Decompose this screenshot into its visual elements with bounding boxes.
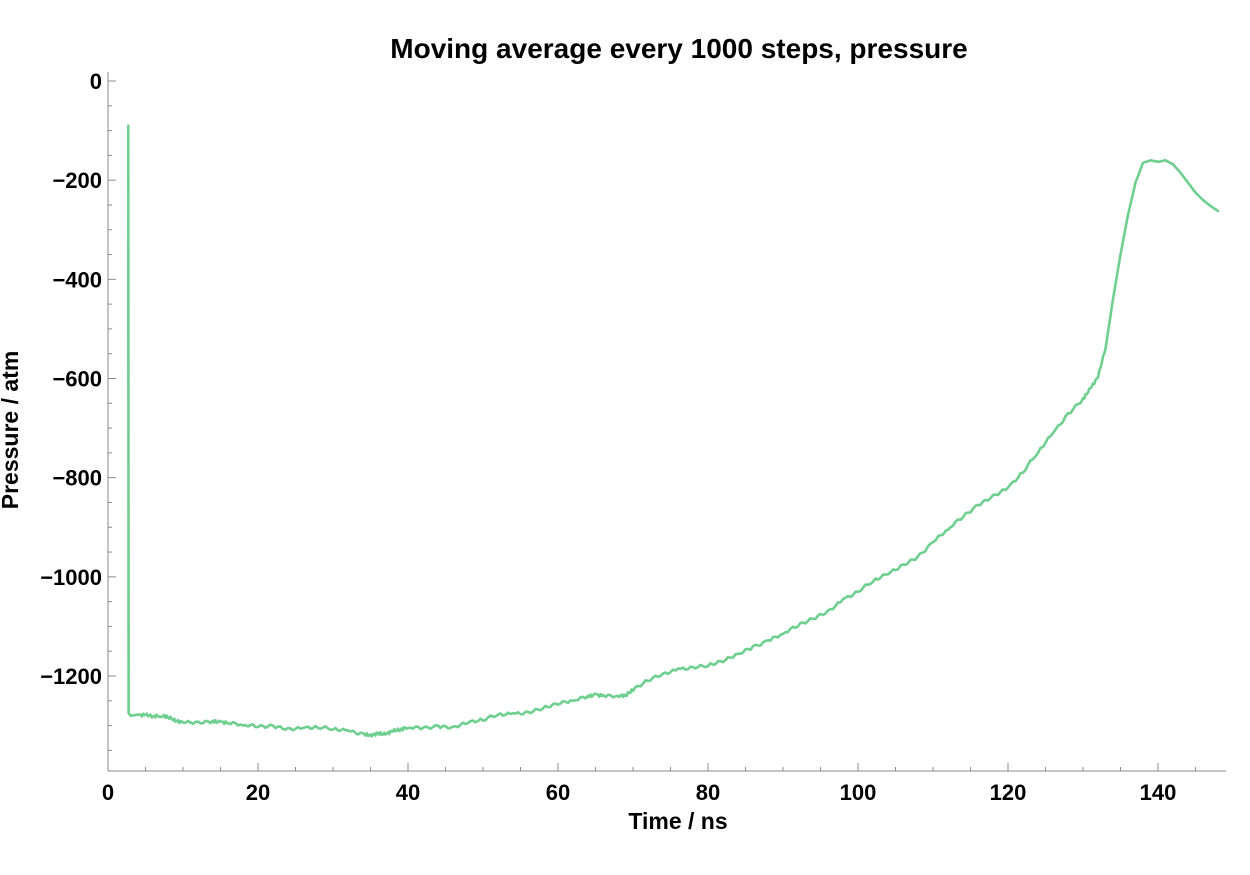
x-tick-label: 120 bbox=[990, 780, 1027, 805]
y-tick-label: −200 bbox=[52, 168, 102, 193]
y-tick-label: −600 bbox=[52, 367, 102, 392]
x-tick-label: 60 bbox=[546, 780, 570, 805]
y-tick-label: −800 bbox=[52, 466, 102, 491]
y-tick-label: −1000 bbox=[40, 565, 102, 590]
x-tick-label: 40 bbox=[396, 780, 420, 805]
y-axis-label: Pressure / atm bbox=[0, 351, 23, 510]
y-tick-label: −400 bbox=[52, 267, 102, 292]
chart-title: Moving average every 1000 steps, pressur… bbox=[390, 33, 967, 64]
series-layer bbox=[126, 124, 1220, 738]
y-tick-label: 0 bbox=[90, 69, 102, 94]
x-tick-label: 100 bbox=[840, 780, 877, 805]
x-tick-label: 0 bbox=[102, 780, 114, 805]
x-axis-label: Time / ns bbox=[628, 808, 727, 834]
x-tick-label: 140 bbox=[1140, 780, 1177, 805]
x-tick-label: 80 bbox=[696, 780, 720, 805]
x-axis-ticks: 0 20 40 60 80 100 120 140 bbox=[102, 763, 1196, 805]
pressure-series-line bbox=[126, 124, 1220, 738]
y-axis-ticks: 0 −200 −400 −600 −800 −1000 −1200 bbox=[40, 69, 116, 751]
y-tick-label: −1200 bbox=[40, 664, 102, 689]
x-tick-label: 20 bbox=[246, 780, 270, 805]
